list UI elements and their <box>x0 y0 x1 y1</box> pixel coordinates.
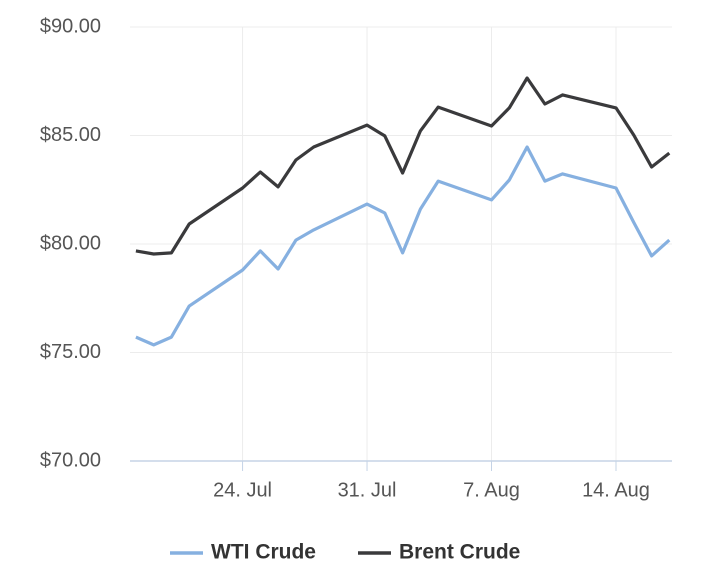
x-tick-label: 24. Jul <box>213 479 272 501</box>
y-tick-label: $80.00 <box>40 232 101 254</box>
x-tick-label: 7. Aug <box>463 479 520 501</box>
y-tick-label: $70.00 <box>40 449 101 471</box>
y-tick-label: $90.00 <box>40 15 101 37</box>
legend-label: WTI Crude <box>211 541 316 564</box>
legend: WTI Crude Brent Crude <box>170 541 520 564</box>
y-tick-label: $75.00 <box>40 341 101 363</box>
y-tick-label: $85.00 <box>40 124 101 146</box>
legend-label: Brent Crude <box>399 541 520 564</box>
x-tick-label: 14. Aug <box>582 479 650 501</box>
x-tick-label: 31. Jul <box>338 479 397 501</box>
series-line <box>135 145 671 347</box>
series-line <box>135 76 671 256</box>
